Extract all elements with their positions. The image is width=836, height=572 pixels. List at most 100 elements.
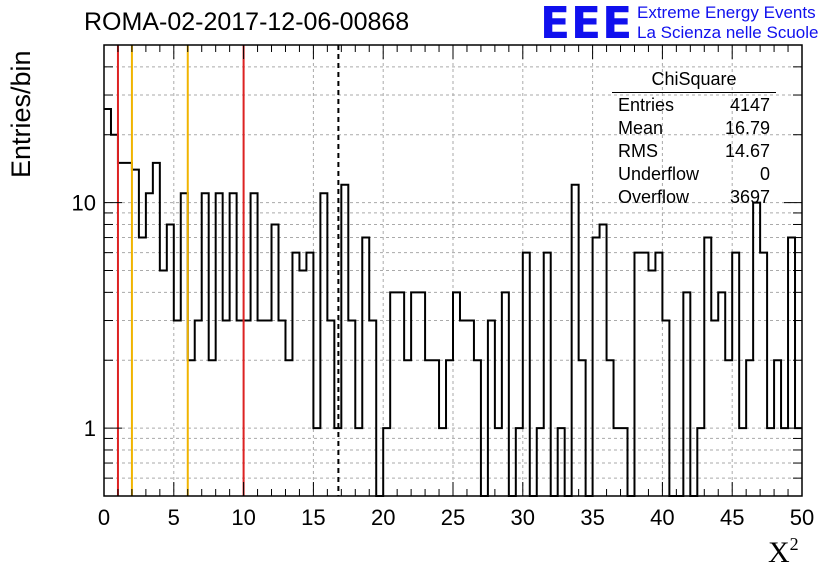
- stats-row-rms: RMS 14.67: [612, 140, 776, 163]
- histogram-bin: [474, 360, 481, 496]
- histogram-bin: [174, 321, 181, 496]
- x-tick-label: 40: [650, 505, 674, 530]
- histogram-bin: [299, 271, 306, 497]
- histogram-bin: [425, 360, 432, 496]
- x-tick-label: 20: [371, 505, 395, 530]
- histogram-bin: [125, 163, 132, 496]
- histogram-outline: [104, 108, 802, 497]
- stats-value: 3697: [729, 187, 770, 207]
- x-tick-label: 5: [168, 505, 180, 530]
- x-tick-label: 35: [580, 505, 604, 530]
- stats-label: Entries: [618, 95, 675, 115]
- histogram-bin: [439, 428, 446, 496]
- histogram-bin: [725, 360, 732, 496]
- stats-box: ChiSquare Entries 4147 Mean 16.79 RMS 14.67…: [612, 68, 776, 209]
- histogram-bin: [641, 253, 648, 496]
- stats-value: 4147: [729, 95, 770, 115]
- histogram-bin: [327, 321, 334, 496]
- stats-label: RMS: [618, 141, 658, 161]
- histogram-bin: [320, 193, 327, 496]
- axis-ticks: [103, 44, 803, 497]
- histogram-bin: [209, 360, 216, 496]
- histogram-bin: [607, 360, 614, 496]
- stats-row-entries: Entries 4147: [612, 94, 776, 117]
- x-tick-label: 30: [511, 505, 535, 530]
- x-tick-label: 25: [441, 505, 465, 530]
- histogram-bin: [572, 185, 579, 496]
- histogram-bin: [495, 428, 502, 496]
- histogram-bin: [279, 321, 286, 496]
- stats-title: ChiSquare: [612, 68, 776, 93]
- histogram-bin: [153, 163, 160, 496]
- histogram-bin: [600, 224, 607, 496]
- histogram-bin: [753, 203, 760, 496]
- histogram-bin: [460, 321, 467, 496]
- histogram-bin: [188, 360, 195, 496]
- x-axis-label: Χ2: [768, 534, 799, 570]
- reference-lines: [116, 45, 340, 496]
- histogram-bin: [502, 292, 509, 496]
- histogram-bin: [265, 321, 272, 496]
- histogram-bin: [223, 321, 230, 496]
- histogram-bin: [230, 193, 237, 496]
- histogram-bin: [237, 321, 244, 496]
- histogram-bin: [341, 185, 348, 496]
- histogram-bin: [767, 428, 774, 496]
- histogram-bin: [313, 428, 320, 496]
- histogram-bin: [732, 253, 739, 496]
- histogram-bin: [516, 428, 523, 496]
- histogram-bin: [634, 253, 641, 496]
- histogram-bin: [118, 163, 125, 496]
- stats-value: 14.67: [724, 141, 770, 161]
- histogram-bin: [160, 271, 167, 497]
- x-tick-label: 15: [301, 505, 325, 530]
- histogram-bin: [488, 321, 495, 496]
- histogram-bin: [467, 321, 474, 496]
- histogram-bin: [621, 428, 628, 496]
- x-tick-label: 0: [98, 505, 110, 530]
- stats-value: 0: [759, 164, 770, 184]
- histogram-bin: [411, 292, 418, 496]
- histogram-bin: [418, 292, 425, 496]
- stats-label: Underflow: [618, 164, 700, 184]
- x-axis-label-exponent: 2: [789, 534, 799, 554]
- histogram-bin: [614, 428, 621, 496]
- histogram-bin: [369, 321, 376, 496]
- logo-caption-line2: La Scienza nelle Scuole: [637, 23, 819, 42]
- histogram-bin: [683, 292, 690, 496]
- histogram-bin: [662, 321, 669, 496]
- histogram-bin: [655, 253, 662, 496]
- histogram-bin: [383, 428, 390, 496]
- histogram-bin: [272, 224, 279, 496]
- stats-row-underflow: Underflow 0: [612, 163, 776, 186]
- histogram-bin: [704, 238, 711, 496]
- histogram-bin: [397, 292, 404, 496]
- x-axis-label-symbol: Χ: [768, 536, 790, 569]
- histogram-bin: [593, 238, 600, 496]
- histogram-bin: [251, 193, 258, 496]
- histogram-bin: [579, 360, 586, 496]
- histogram-bin: [558, 428, 565, 496]
- x-tick-label: 10: [231, 505, 255, 530]
- histogram-bin: [216, 193, 223, 496]
- histogram-bin: [739, 428, 746, 496]
- histogram-bin: [760, 253, 767, 496]
- histogram-bin: [181, 193, 188, 496]
- stats-row-mean: Mean 16.79: [612, 117, 776, 140]
- histogram-bin: [306, 253, 313, 496]
- histogram-bin: [648, 271, 655, 497]
- stats-label: Mean: [618, 118, 664, 138]
- axis-tick-labels: 0 5 10 15 20 25 30 35 40 45 50 1 10: [72, 191, 815, 530]
- histogram-bin: [453, 292, 460, 496]
- histogram-bin: [285, 360, 292, 496]
- histogram-bin: [146, 193, 153, 496]
- histogram-bin: [348, 321, 355, 496]
- histogram-bin: [244, 321, 251, 496]
- x-tick-label: 45: [720, 505, 744, 530]
- histogram-bin: [544, 253, 551, 496]
- stats-row-overflow: Overflow 3697: [612, 186, 776, 209]
- histogram-bin: [258, 321, 265, 496]
- histogram-bin: [111, 135, 118, 496]
- histogram-bin: [774, 360, 781, 496]
- histogram-bin: [697, 428, 704, 496]
